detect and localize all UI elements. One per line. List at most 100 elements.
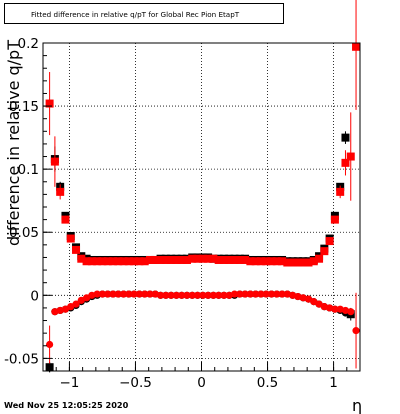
data-point: [352, 327, 360, 335]
data-point: [230, 255, 239, 264]
data-point: [145, 255, 154, 264]
data-point: [315, 254, 324, 263]
data-point: [230, 290, 239, 298]
data-point: [209, 254, 218, 263]
data-point: [98, 257, 107, 266]
data-point: [124, 257, 133, 266]
x-tick-label: 0.5: [257, 375, 278, 391]
x-tick-label: 0: [197, 375, 206, 391]
grid-lines: [43, 42, 360, 371]
data-point: [220, 291, 228, 299]
data-point: [330, 215, 339, 224]
data-point: [199, 291, 207, 299]
data-point: [178, 291, 186, 299]
data-point: [252, 290, 260, 298]
data-point: [272, 257, 281, 266]
data-point: [167, 291, 175, 299]
series-0: [45, 131, 355, 373]
data-point: [104, 290, 112, 298]
data-point: [246, 290, 254, 298]
plot-frame: [42, 42, 361, 372]
data-point: [193, 254, 202, 263]
data-point: [46, 363, 54, 371]
data-point: [119, 257, 128, 266]
data-point: [82, 257, 91, 266]
data-point: [135, 257, 144, 266]
data-point: [114, 257, 123, 266]
data-point: [214, 255, 223, 264]
data-point: [140, 257, 149, 266]
y-tick-label: 0: [30, 288, 39, 304]
data-point: [320, 247, 329, 256]
data-point: [72, 300, 80, 308]
data-point: [262, 257, 271, 266]
data-point: [347, 308, 355, 316]
data-point: [215, 291, 223, 299]
data-point: [125, 290, 133, 298]
data-point: [50, 157, 59, 166]
data-point: [241, 255, 250, 264]
data-point: [204, 291, 212, 299]
data-point: [293, 258, 302, 267]
data-point: [204, 254, 213, 263]
data-point: [341, 133, 350, 142]
data-point: [278, 290, 286, 298]
y-tick-label: 0.05: [9, 225, 39, 241]
x-tick-label: −0.5: [119, 375, 152, 391]
data-point: [198, 254, 207, 263]
data-point: [61, 215, 70, 224]
x-tick-label: −1: [59, 375, 79, 391]
data-point: [172, 255, 181, 264]
data-point: [162, 291, 170, 299]
data-point: [225, 255, 234, 264]
data-point: [130, 290, 138, 298]
series-2: [46, 290, 355, 373]
data-point: [45, 99, 54, 108]
data-point: [241, 290, 249, 298]
data-point: [256, 257, 265, 266]
data-point: [56, 187, 65, 196]
data-point: [288, 258, 297, 267]
data-point: [188, 291, 196, 299]
data-point: [267, 257, 276, 266]
data-point: [161, 255, 170, 264]
data-point: [236, 290, 244, 298]
data-point: [267, 290, 276, 298]
data-point: [87, 257, 96, 266]
data-point: [93, 257, 102, 266]
data-point: [283, 258, 292, 267]
y-axis-title: difference in relative q/pT: [4, 40, 23, 246]
data-point: [262, 290, 270, 298]
series-1: [45, 0, 361, 267]
data-point: [146, 290, 154, 298]
data-point: [156, 255, 165, 264]
data-point: [109, 257, 118, 266]
data-markers: [45, 0, 361, 373]
data-point: [257, 290, 265, 298]
data-point: [151, 255, 160, 264]
data-point: [66, 234, 75, 243]
data-point: [309, 257, 318, 266]
y-tick-label: 0.1: [18, 162, 39, 178]
y-tick-label: -0.05: [4, 351, 39, 367]
y-tick-label: 0.15: [9, 99, 39, 115]
data-point: [278, 257, 287, 266]
data-point: [135, 290, 144, 298]
x-tick-label: 1: [329, 375, 338, 391]
data-point: [114, 290, 122, 298]
data-point: [352, 42, 361, 51]
data-point: [177, 255, 186, 264]
data-point: [336, 187, 345, 196]
series-3: [46, 290, 360, 369]
data-point: [109, 290, 117, 298]
data-point: [183, 291, 191, 299]
data-point: [193, 291, 202, 299]
data-point: [141, 290, 149, 298]
data-point: [304, 258, 313, 267]
data-point: [251, 257, 260, 266]
data-point: [46, 340, 54, 349]
data-point: [188, 254, 197, 263]
axes: -0.05 0 0.05 0.1 0.15 0.2 −1 −0.5 0 0.5 1: [4, 36, 361, 391]
data-point: [77, 254, 86, 263]
